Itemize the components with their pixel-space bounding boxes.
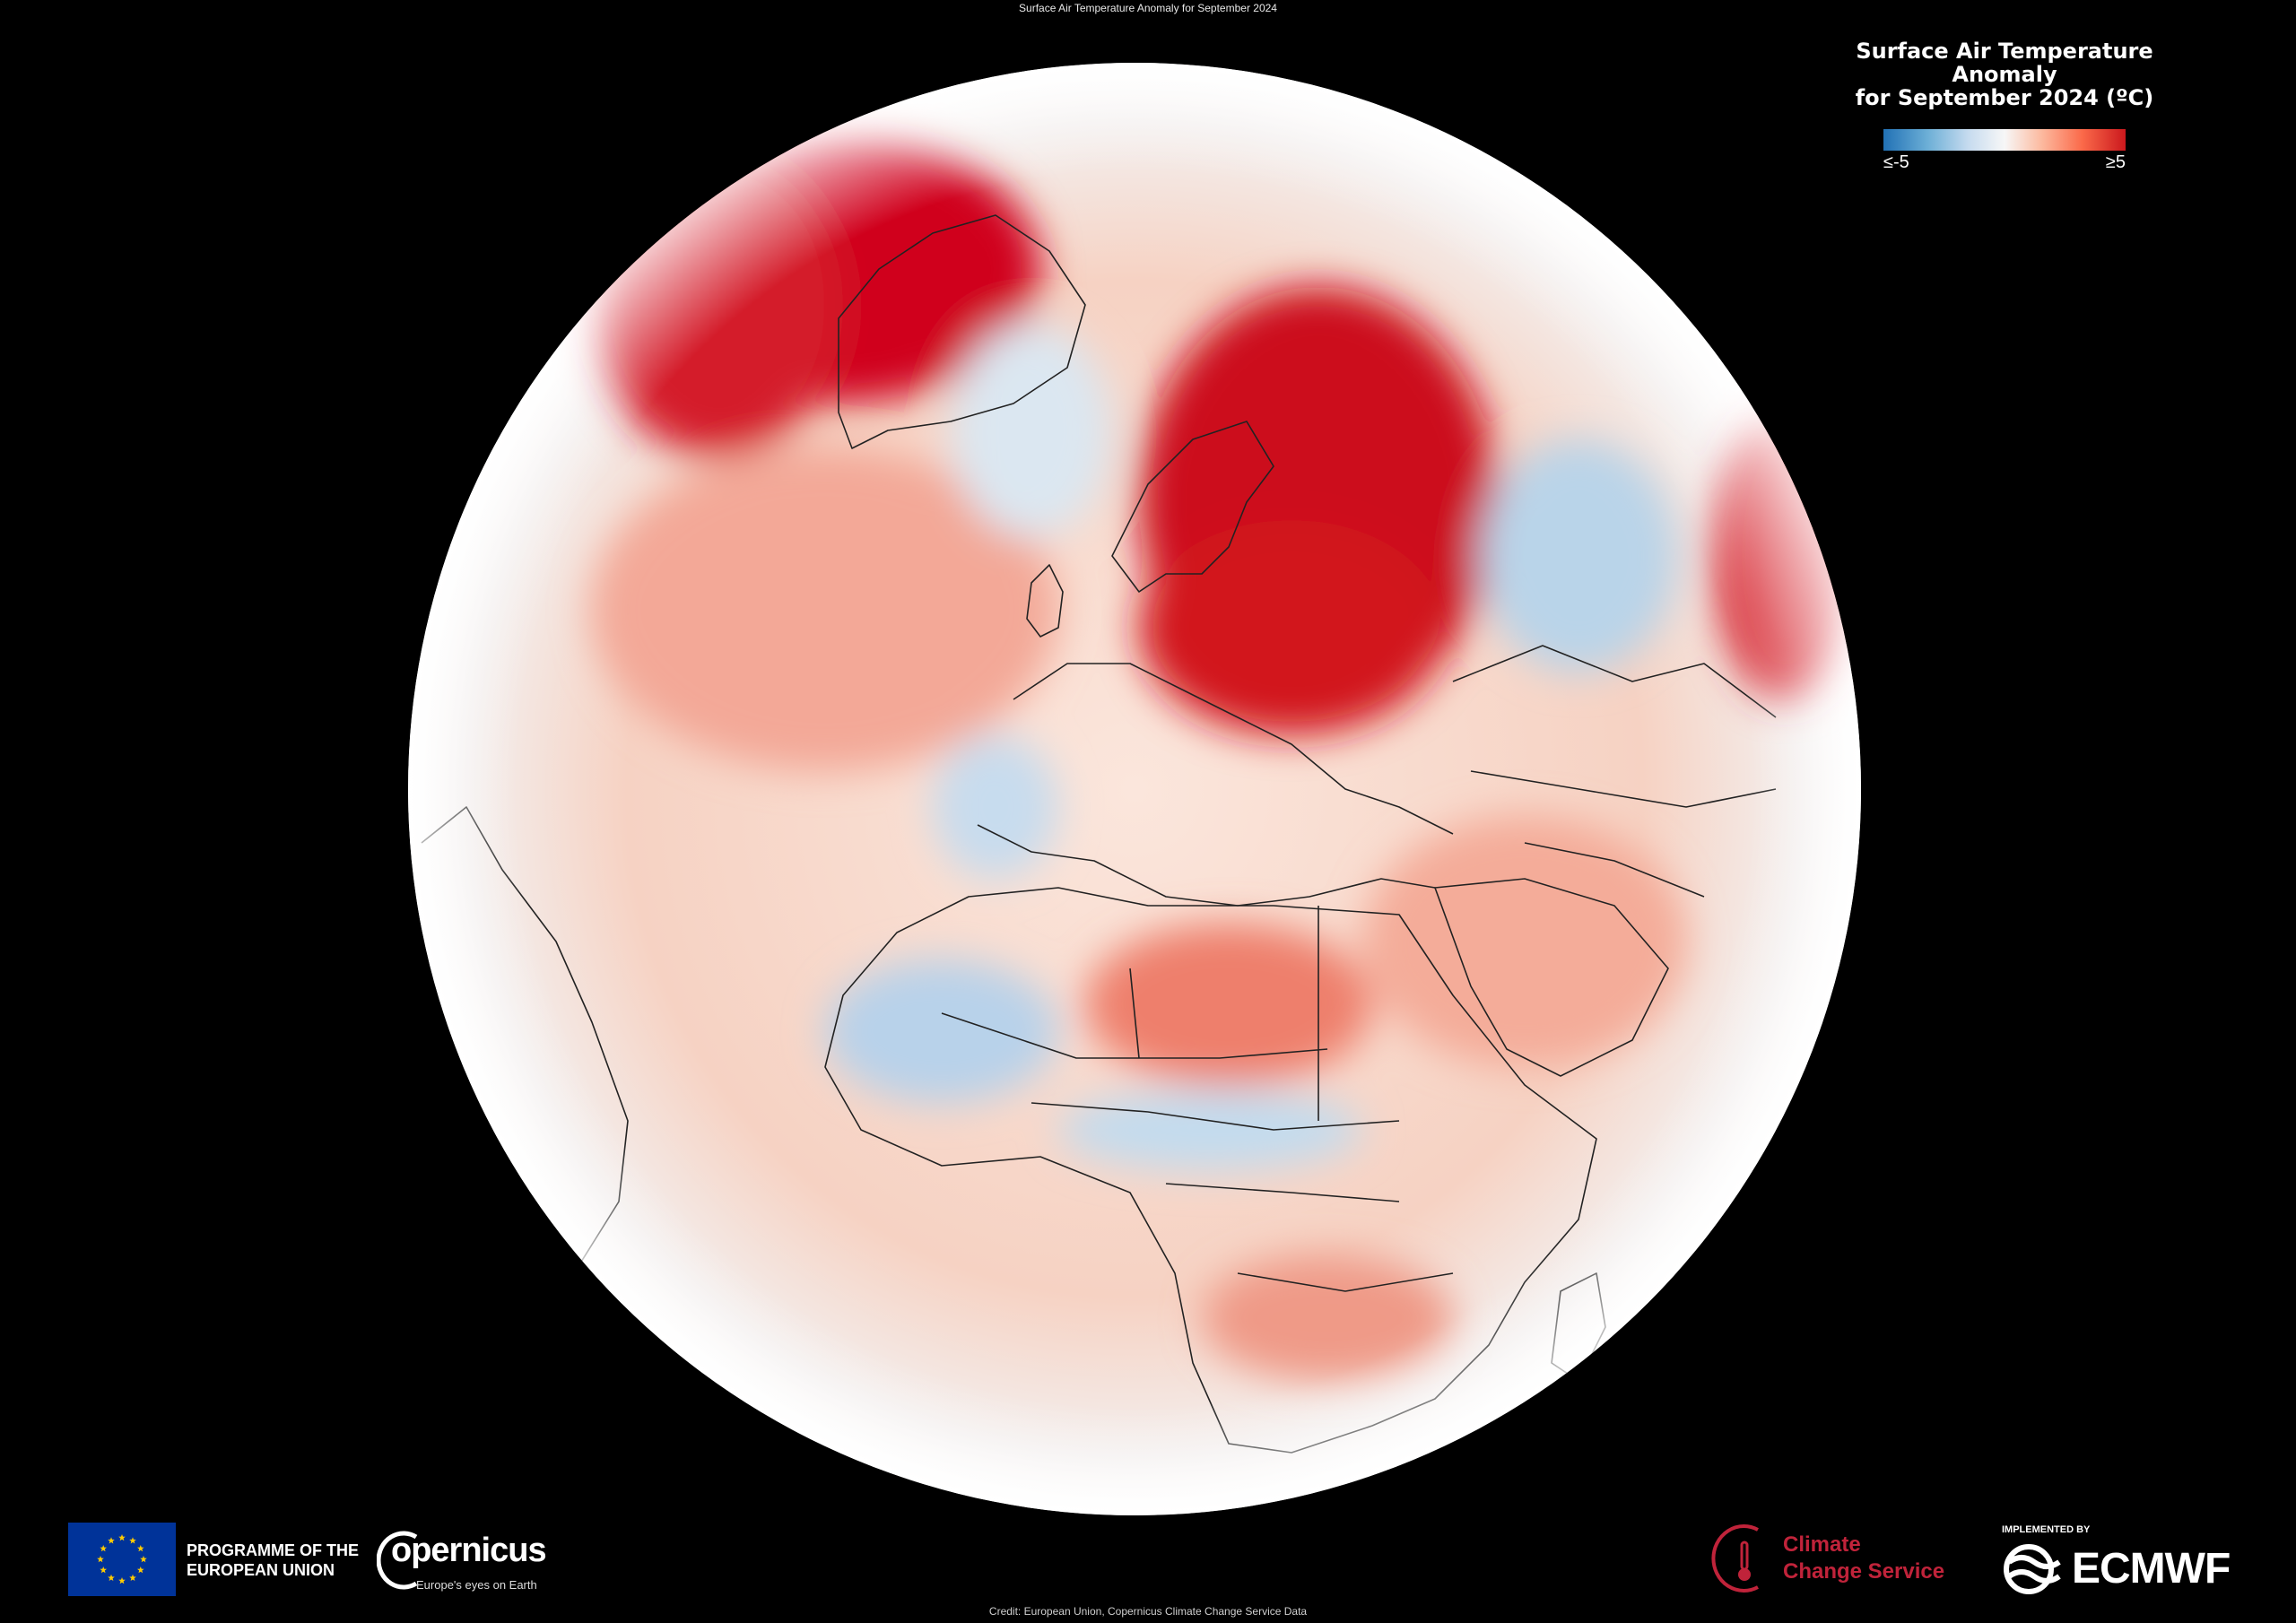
eu-text-line2: EUROPEAN UNION	[187, 1561, 335, 1579]
ecmwf-logo: IMPLEMENTED BY ECMWF	[2002, 1524, 2262, 1596]
legend-title-line2: for September 2024 (ºC)	[1855, 85, 2154, 110]
c3s-text: Climate Change Service	[1783, 1532, 1944, 1585]
copernicus-c-icon	[377, 1531, 418, 1590]
eu-programme-text: PROGRAMME OF THE EUROPEAN UNION	[187, 1541, 359, 1580]
ecmwf-implemented-by: IMPLEMENTED BY	[2002, 1524, 2091, 1535]
ecmwf-wordmark: ECMWF	[2072, 1545, 2231, 1593]
eu-star-icon	[97, 1556, 104, 1563]
eu-star-icon	[100, 1545, 108, 1552]
legend-title-line1: Surface Air Temperature Anomaly	[1856, 39, 2153, 87]
eu-star-icon	[129, 1537, 136, 1544]
c3s-thermometer-icon	[1711, 1524, 1759, 1593]
ecmwf-waves-icon	[2004, 1544, 2061, 1594]
colorbar-ticks: ≤-5 ≥5	[1883, 152, 2126, 173]
eu-star-icon	[129, 1574, 136, 1582]
c3s-logo: Climate Change Service	[1709, 1519, 1979, 1600]
copernicus-wordmark: opernicus	[391, 1532, 547, 1569]
colorbar-max-label: ≥5	[2105, 152, 2126, 172]
copernicus-tagline: Europe's eyes on Earth	[416, 1578, 537, 1592]
eu-star-icon	[118, 1534, 126, 1541]
colorbar-min-label: ≤-5	[1883, 152, 1909, 172]
eu-flag-logo	[68, 1523, 176, 1596]
eu-star-icon	[136, 1567, 144, 1574]
map-title: Surface Air Temperature Anomaly for Sept…	[1019, 2, 1277, 14]
colorbar-legend: Surface Air Temperature Anomaly for Sept…	[1821, 39, 2188, 173]
eu-star-icon	[108, 1537, 115, 1544]
eu-star-icon	[118, 1577, 126, 1584]
eu-star-icon	[140, 1556, 147, 1563]
eu-star-icon	[108, 1574, 115, 1582]
credit-text: Credit: European Union, Copernicus Clima…	[988, 1605, 1308, 1618]
copernicus-logo: opernicus Europe's eyes on Earth	[377, 1524, 574, 1596]
c3s-line2: Change Service	[1783, 1559, 1945, 1584]
c3s-line1: Climate	[1783, 1532, 1861, 1557]
colorbar	[1883, 129, 2126, 151]
eu-star-icon	[100, 1567, 108, 1574]
globe-rim	[408, 63, 1861, 1515]
eu-text-line1: PROGRAMME OF THE	[187, 1541, 359, 1559]
eu-star-icon	[136, 1545, 144, 1552]
